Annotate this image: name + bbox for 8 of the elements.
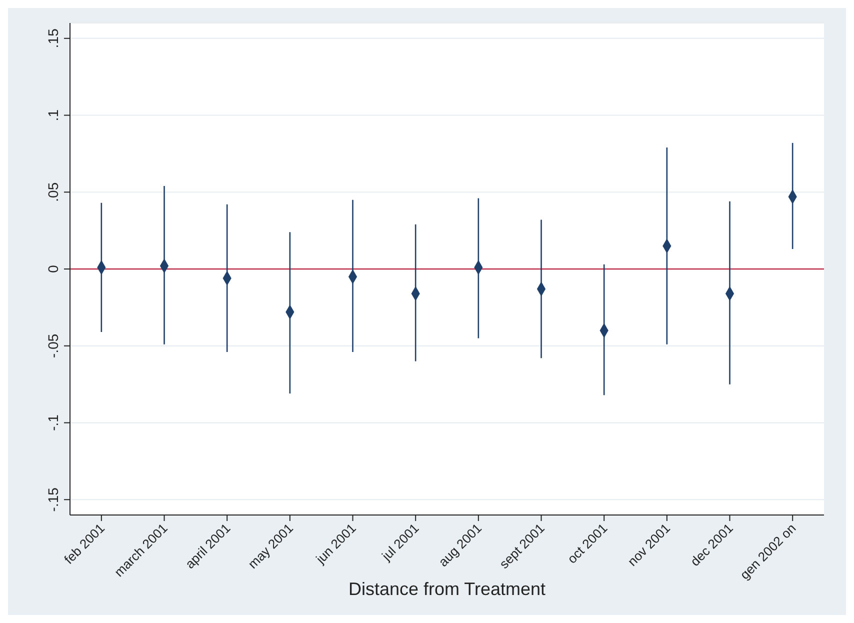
y-tick-label: .15 (45, 28, 61, 48)
y-tick-label: .05 (45, 182, 61, 202)
x-axis-title: Distance from Treatment (348, 579, 546, 599)
y-tick-label: .1 (45, 109, 61, 122)
y-tick-label: -.15 (45, 487, 61, 512)
y-tick-label: -.1 (45, 414, 61, 431)
y-tick-label: -.05 (45, 334, 61, 358)
y-tick-label: 0 (45, 264, 61, 273)
